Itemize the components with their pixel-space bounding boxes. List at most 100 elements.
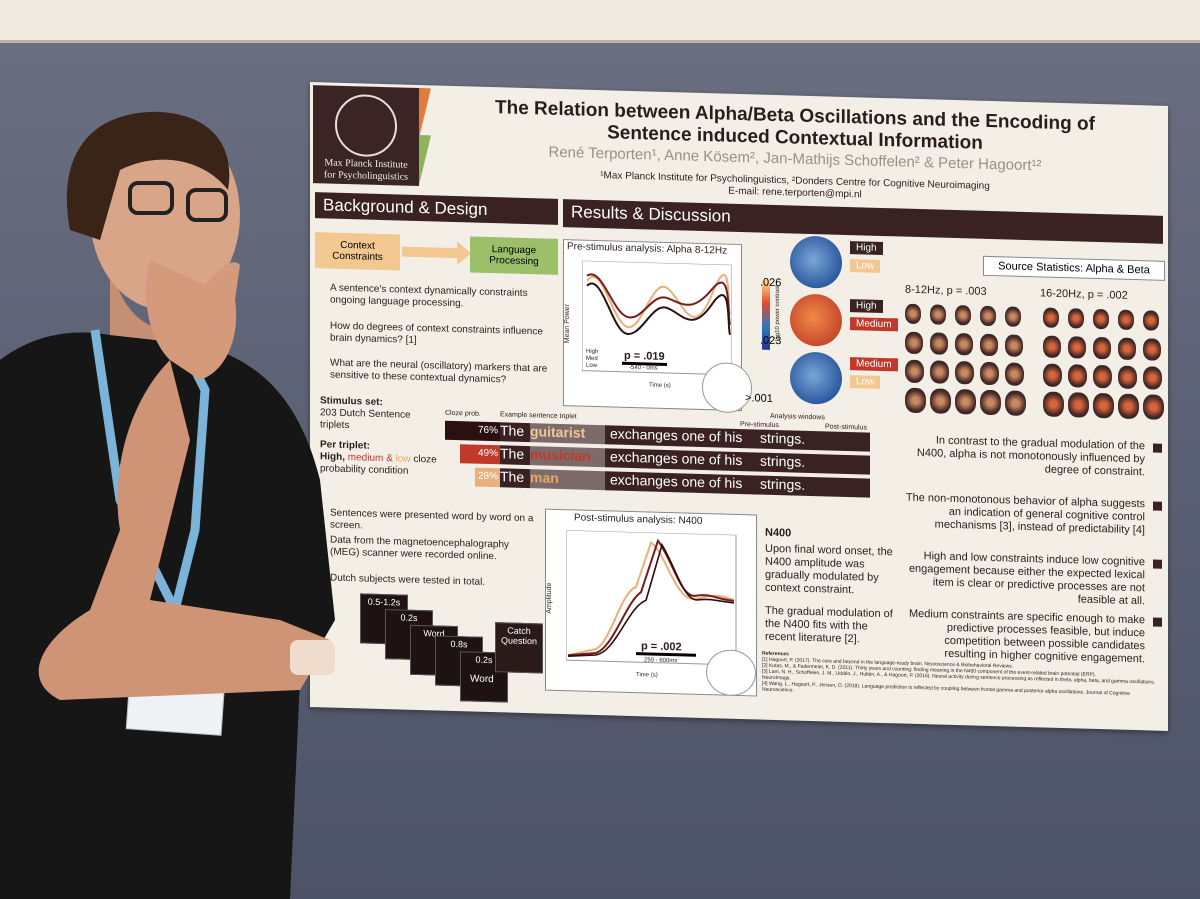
topo-p: .026 [760, 276, 782, 290]
window-bar [636, 652, 696, 657]
brain-slice [1143, 366, 1162, 390]
cloze-value: 28% [477, 470, 498, 483]
word: strings. [760, 475, 815, 497]
brain-slice [1118, 337, 1136, 360]
brain-slice [980, 361, 999, 386]
word [815, 431, 870, 452]
trial-screen: Catch Question [495, 622, 543, 674]
curve [567, 542, 735, 658]
brain-slice [1068, 336, 1086, 359]
bullet: What are the neural (oscillatory) marker… [330, 357, 548, 386]
brain-slice [905, 387, 926, 413]
brain-slice [905, 331, 923, 354]
word: The [500, 422, 530, 443]
brain-slice [955, 305, 971, 326]
brain-slice [1143, 394, 1164, 420]
topo-p: .023 [760, 334, 782, 348]
brain-slice [1043, 363, 1062, 388]
pre-chart: Pre-stimulus analysis: Alpha 8-12Hz Mean… [563, 239, 752, 414]
x-label: Time (s) [649, 382, 671, 390]
word: strings. [760, 452, 815, 474]
brain-slice [1093, 364, 1112, 389]
window: 250 - 600ms [644, 657, 678, 665]
hand [146, 260, 240, 380]
brain-slice [1068, 364, 1087, 388]
curve [586, 274, 731, 328]
conclusion: The non-monotonous behavior of alpha sug… [905, 491, 1145, 537]
brain-slice [930, 360, 949, 384]
word: The [500, 445, 530, 466]
brain-slice [1118, 309, 1134, 331]
brain-slice [955, 389, 976, 415]
topo [790, 351, 842, 405]
axes [582, 260, 732, 376]
brain-slice [905, 359, 924, 384]
legend: High Med Low [586, 349, 598, 370]
brain-slice [955, 361, 974, 385]
word: guitarist [530, 423, 605, 445]
topo [790, 235, 842, 289]
trial-text: Word [470, 673, 494, 686]
topo-tag: Low [850, 259, 881, 273]
y-label: Amplitude [546, 582, 554, 614]
head-map [706, 649, 756, 697]
topo [790, 293, 842, 347]
brain-slice [1118, 365, 1137, 390]
window-bar [622, 361, 667, 366]
word: musician [530, 446, 605, 468]
bandage [290, 640, 335, 675]
sentence-table: Cloze prob. Example sentence triplet Ana… [440, 410, 885, 513]
brain-slice [905, 303, 921, 325]
brain-slice [1005, 362, 1024, 386]
flow-box: Language Processing [470, 236, 558, 275]
post-window: Post-stimulus [825, 423, 868, 432]
n400-heading: N400 [765, 526, 792, 540]
brain-slice [1043, 307, 1059, 328]
chart-title: Pre-stimulus analysis: Alpha 8-12Hz [567, 241, 728, 257]
word: The [500, 468, 530, 489]
word: exchanges one of his [605, 448, 760, 472]
low: low [395, 453, 411, 465]
bullet: A sentence's context dynamically constra… [330, 282, 528, 310]
poster: Max Planck Institute for Psycholinguisti… [310, 82, 1168, 731]
chart-title: Post-stimulus analysis: N400 [574, 512, 703, 527]
bullet: How do degrees of context constraints in… [330, 320, 543, 346]
post-chart: Post-stimulus analysis: N400 Amplitude p… [545, 508, 757, 697]
cloze-header: Cloze prob. [445, 409, 481, 418]
pre-plot [582, 260, 732, 376]
brain-slice [1005, 390, 1026, 416]
topo-p: >.001 [745, 392, 773, 405]
analysis-windows: Analysis windows [770, 412, 825, 422]
ceiling-strip [0, 0, 1200, 43]
source-beta: 16-20Hz, p = .002 [1040, 287, 1128, 302]
bullet-square [1153, 559, 1162, 569]
topo-tag: Medium [850, 317, 898, 332]
source-title: Source Statistics: Alpha & Beta [983, 255, 1165, 281]
y-label: Mean Power [564, 303, 572, 344]
neck [110, 240, 200, 345]
word [815, 454, 870, 475]
n400-text: Upon final word onset, the N400 amplitud… [765, 542, 893, 597]
bullet-square [1153, 617, 1162, 627]
x-label: Time (s) [636, 672, 658, 679]
brain-slice [930, 332, 948, 355]
brain-slice [1068, 392, 1089, 418]
curve [586, 273, 731, 325]
arm [38, 360, 330, 700]
brain-slice [1143, 310, 1159, 331]
p-value: p = .002 [641, 640, 682, 654]
example-header: Example sentence triplet [500, 411, 577, 421]
flow-arrow [402, 246, 457, 259]
pre-window: Pre-stimulus [740, 421, 779, 430]
method: Data from the magnetoencephalography (ME… [330, 534, 510, 563]
axes [566, 530, 737, 666]
brain-slice [980, 333, 998, 356]
person [0, 111, 335, 899]
word [815, 477, 870, 498]
topo-tag: Low [850, 375, 881, 389]
brain-slice [1118, 393, 1139, 419]
brain-slice [930, 304, 946, 325]
post-plot [566, 530, 737, 666]
glasses [186, 188, 228, 222]
